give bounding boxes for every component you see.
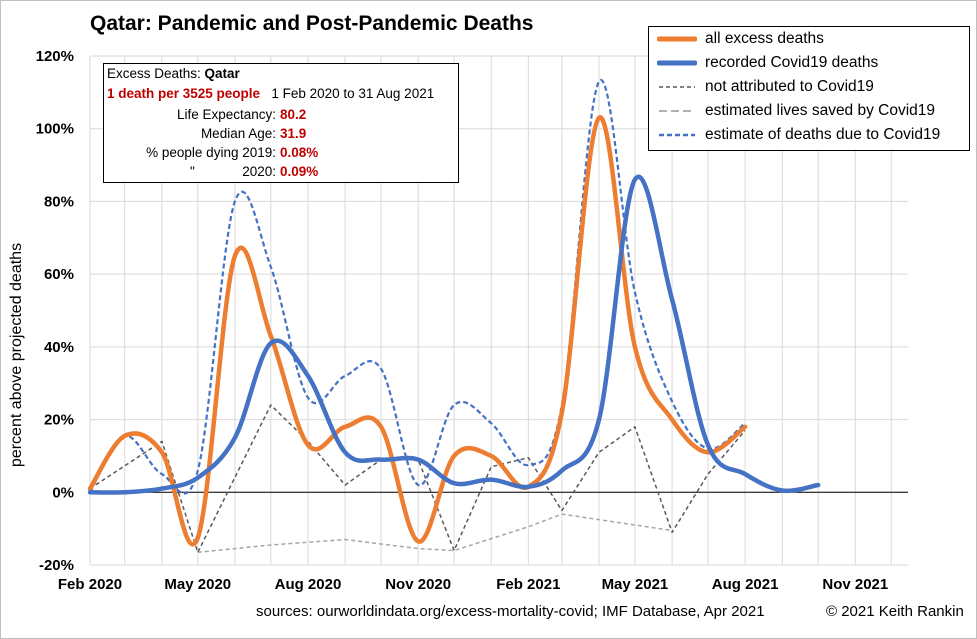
series-line-recorded-covid19-deaths <box>87 174 821 495</box>
series-lines <box>87 79 821 554</box>
y-tick-label: 100% <box>36 121 74 138</box>
y-tick-label: 0% <box>52 484 74 501</box>
legend-swatch <box>659 86 695 88</box>
legend-label: estimate of deaths due to Covid19 <box>705 126 941 143</box>
info-heading: Excess Deaths: Qatar <box>107 66 240 81</box>
legend: all excess deaths recorded Covid19 death… <box>648 26 970 151</box>
info-row-dying-2019: % people dying 2019: 0.08% <box>104 145 458 163</box>
info-label: Median Age: <box>200 126 276 141</box>
info-label: 2020: <box>242 164 276 179</box>
info-value: 0.08% <box>280 145 319 160</box>
legend-item-all-excess: all excess deaths <box>657 28 824 50</box>
info-box: Excess Deaths: Qatar 1 death per 3525 pe… <box>103 63 459 183</box>
x-tick-label: Aug 2021 <box>712 576 779 593</box>
y-tick-label: 120% <box>36 48 74 65</box>
legend-item-lives-saved: estimated lives saved by Covid19 <box>657 100 935 122</box>
title-country: Qatar <box>90 12 145 35</box>
legend-label: not attributed to Covid19 <box>705 78 874 95</box>
y-axis: -20% 0% 20% 40% 60% 80% 100% 120% <box>36 48 74 574</box>
info-period: 1 Feb 2020 to 31 Aug 2021 <box>271 86 435 101</box>
legend-swatch <box>657 60 697 66</box>
x-tick-label: Feb 2021 <box>496 576 560 593</box>
title-rest: : Pandemic and Post-Pandemic Deaths <box>144 12 534 35</box>
legend-swatch <box>659 110 695 112</box>
info-row-median-age: Median Age: 31.9 <box>104 126 458 144</box>
legend-label: all excess deaths <box>705 30 824 47</box>
x-axis: Feb 2020 May 2020 Aug 2020 Nov 2020 Feb 2021… <box>58 576 888 593</box>
y-tick-label: 60% <box>44 266 74 283</box>
x-tick-label: Feb 2020 <box>58 576 122 593</box>
y-tick-label: 80% <box>44 193 74 210</box>
series-line-estimated-lives-saved-by-covid19 <box>197 513 673 554</box>
x-tick-label: Aug 2020 <box>275 576 342 593</box>
info-label: Life Expectancy: <box>176 107 276 122</box>
chart-title: Qatar: Pandemic and Post-Pandemic Deaths <box>90 12 533 36</box>
x-tick-label: Nov 2020 <box>385 576 451 593</box>
info-heading-prefix: Excess Deaths: <box>107 66 205 81</box>
info-ditto: " <box>190 164 195 179</box>
y-axis-label: percent above projected deaths <box>8 243 25 467</box>
legend-item-not-attributed: not attributed to Covid19 <box>657 76 874 98</box>
y-tick-label: -20% <box>39 557 74 574</box>
info-label: % people dying 2019: <box>146 145 276 160</box>
info-value: 31.9 <box>280 126 307 141</box>
x-tick-label: May 2020 <box>164 576 231 593</box>
info-rate-line: 1 death per 3525 people 1 Feb 2020 to 31… <box>107 86 434 101</box>
legend-swatch <box>657 36 697 42</box>
legend-item-estimate-covid: estimate of deaths due to Covid19 <box>657 124 940 146</box>
y-tick-label: 20% <box>44 412 74 429</box>
legend-label: estimated lives saved by Covid19 <box>705 102 936 119</box>
info-rate: 1 death per 3525 people <box>107 86 261 101</box>
legend-item-recorded: recorded Covid19 deaths <box>657 52 878 74</box>
footer-copyright: © 2021 Keith Rankin <box>826 603 964 620</box>
footer-sources: sources: ourworldindata.org/excess-morta… <box>256 603 765 620</box>
x-tick-label: Nov 2021 <box>822 576 888 593</box>
legend-label: recorded Covid19 deaths <box>705 54 879 71</box>
info-value: 80.2 <box>280 107 307 122</box>
info-row-life-expectancy: Life Expectancy: 80.2 <box>104 107 458 125</box>
info-value: 0.09% <box>280 164 319 179</box>
x-tick-label: May 2021 <box>602 576 669 593</box>
series-line-not-attributed-to-covid19 <box>89 404 746 554</box>
legend-swatch <box>659 133 695 137</box>
series-line-estimate-of-deaths-due-to-covid19 <box>89 79 746 495</box>
info-heading-country: Qatar <box>204 66 240 81</box>
y-tick-label: 40% <box>44 339 74 356</box>
info-row-dying-2020: " 2020: 0.09% <box>104 164 458 182</box>
